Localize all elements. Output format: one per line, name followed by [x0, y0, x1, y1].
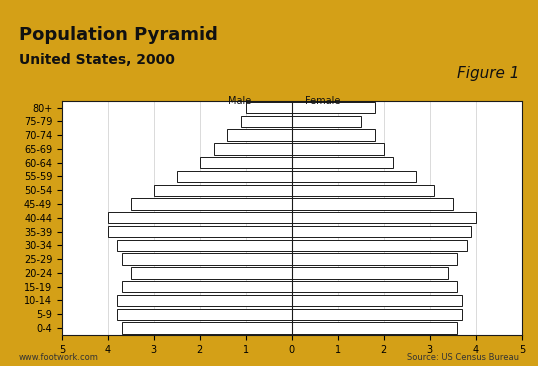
Bar: [200, 157, 292, 168]
Bar: [292, 226, 471, 237]
Text: www.footwork.com: www.footwork.com: [19, 353, 98, 362]
Bar: [292, 309, 462, 320]
Bar: [117, 295, 292, 306]
Bar: [292, 184, 435, 196]
Bar: [292, 240, 466, 251]
Bar: [117, 309, 292, 320]
Bar: [122, 254, 292, 265]
Bar: [154, 184, 292, 196]
Text: Population Pyramid: Population Pyramid: [19, 26, 218, 44]
Bar: [292, 212, 476, 223]
Text: Figure 1: Figure 1: [457, 66, 519, 81]
Bar: [246, 102, 292, 113]
Bar: [122, 322, 292, 334]
Text: Female: Female: [305, 96, 341, 106]
Bar: [292, 171, 416, 182]
Text: United States, 2000: United States, 2000: [19, 53, 175, 67]
Bar: [292, 157, 393, 168]
Bar: [292, 102, 374, 113]
Bar: [122, 281, 292, 292]
Bar: [108, 212, 292, 223]
Bar: [292, 130, 374, 141]
Bar: [292, 295, 462, 306]
Bar: [292, 198, 453, 210]
Bar: [131, 267, 292, 279]
Text: Male: Male: [228, 96, 251, 106]
Bar: [292, 254, 457, 265]
Bar: [292, 281, 457, 292]
Bar: [177, 171, 292, 182]
Bar: [292, 267, 448, 279]
Bar: [228, 130, 292, 141]
Bar: [117, 240, 292, 251]
Bar: [292, 143, 384, 154]
Bar: [108, 226, 292, 237]
Bar: [292, 116, 361, 127]
Bar: [214, 143, 292, 154]
Bar: [241, 116, 292, 127]
Bar: [292, 322, 457, 334]
Text: Source: US Census Bureau: Source: US Census Bureau: [407, 353, 519, 362]
Bar: [131, 198, 292, 210]
